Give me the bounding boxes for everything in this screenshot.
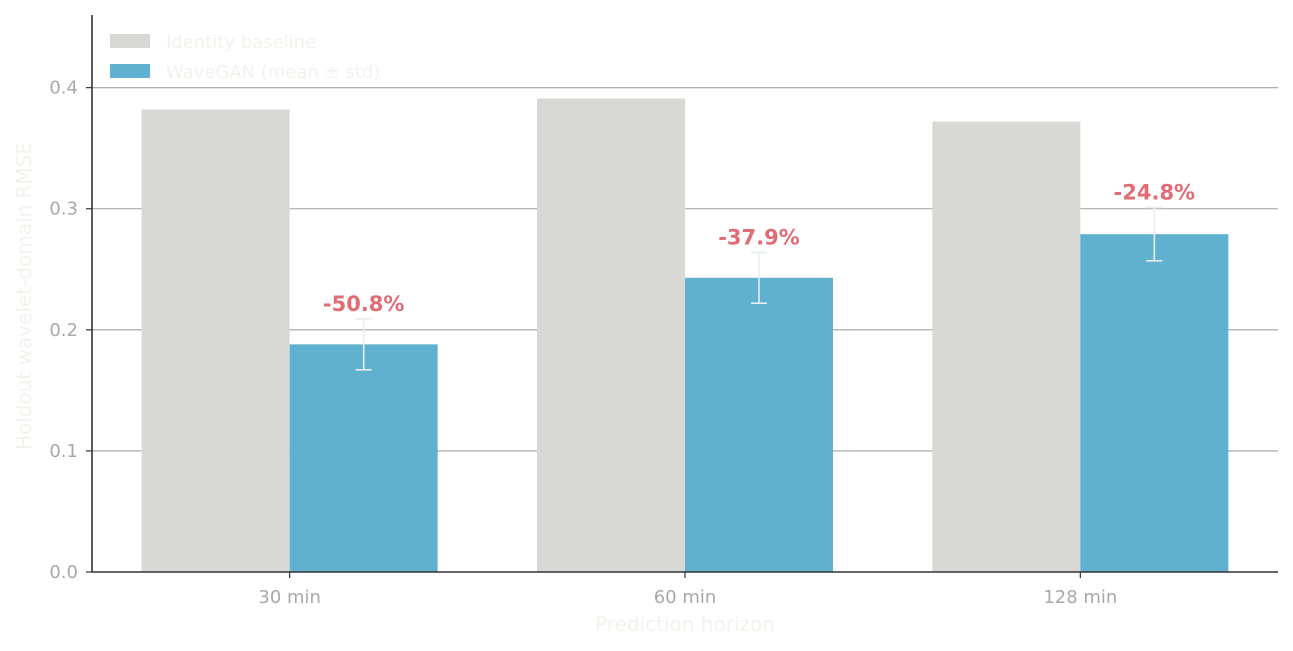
- y-tick-label-2: 0.2: [49, 320, 78, 341]
- bar-wavegan-2: [1080, 234, 1229, 572]
- bar-wavegan-1: [685, 277, 833, 572]
- annotation-2: -24.8%: [1114, 181, 1196, 205]
- x-axis-title: Prediction horizon: [595, 612, 775, 636]
- annotation-1: -37.9%: [718, 225, 800, 249]
- bar-wavegan-0: [289, 344, 438, 572]
- bar-baseline-2: [932, 121, 1081, 572]
- y-tick-label-0: 0.0: [49, 562, 78, 583]
- y-tick-label-3: 0.3: [49, 199, 78, 220]
- legend-label-0: Identity baseline: [166, 32, 316, 53]
- legend-swatch-1: [110, 64, 150, 78]
- annotations: -50.8% -37.9% -24.8%: [323, 181, 1195, 316]
- legend: Identity baseline WaveGAN (mean ± std): [110, 32, 380, 83]
- y-tick-label-4: 0.4: [49, 78, 78, 99]
- bar-baseline-0: [141, 109, 290, 573]
- bars: [141, 98, 1229, 573]
- y-axis-title: Holdout wavelet-domain RMSE: [12, 142, 36, 450]
- legend-swatch-0: [110, 34, 150, 48]
- bar-baseline-1: [537, 98, 685, 573]
- x-tick-label-0: 30 min: [258, 587, 321, 608]
- x-tick-label-2: 128 min: [1043, 587, 1117, 608]
- x-tick-label-1: 60 min: [654, 587, 717, 608]
- legend-label-1: WaveGAN (mean ± std): [166, 62, 380, 83]
- error-bars: [355, 206, 1163, 371]
- tick-labels: 0.0 0.1 0.2 0.3 0.4 30 min 60 min 128 min: [49, 78, 1117, 608]
- y-tick-label-1: 0.1: [49, 441, 78, 462]
- annotation-0: -50.8%: [323, 292, 405, 316]
